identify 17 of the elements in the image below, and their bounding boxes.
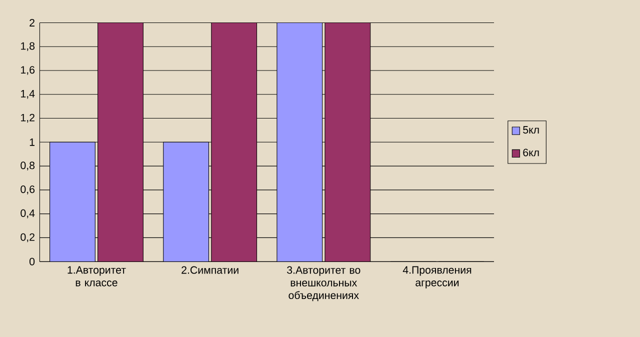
y-tick-label: 0,8	[20, 162, 35, 170]
x-tick-label: 2.Симпатии	[182, 266, 238, 274]
y-tick-label: 0,4	[20, 209, 35, 218]
y-tick-label: 0,2	[20, 233, 34, 242]
y-tick-label: 1,2	[21, 114, 34, 123]
legend-label: 6кл	[523, 148, 539, 156]
x-tick-label: 1.Авторитет в классе	[68, 266, 126, 286]
y-tick-label: 1,6	[21, 66, 35, 75]
y-tick-label: 1	[30, 138, 34, 146]
y-tick-label: 1,8	[21, 42, 35, 51]
y-tick-label: 2	[30, 18, 34, 26]
x-tick-label: 3.Авторитет во внешкольных объединениях	[287, 266, 360, 301]
y-tick-label: 1,4	[21, 90, 35, 99]
y-tick-label: 0,6	[20, 185, 35, 194]
legend-label: 5кл	[523, 126, 539, 134]
y-tick-label: 0	[30, 258, 35, 266]
x-tick-label: 4.Проявления агрессии	[402, 266, 472, 288]
